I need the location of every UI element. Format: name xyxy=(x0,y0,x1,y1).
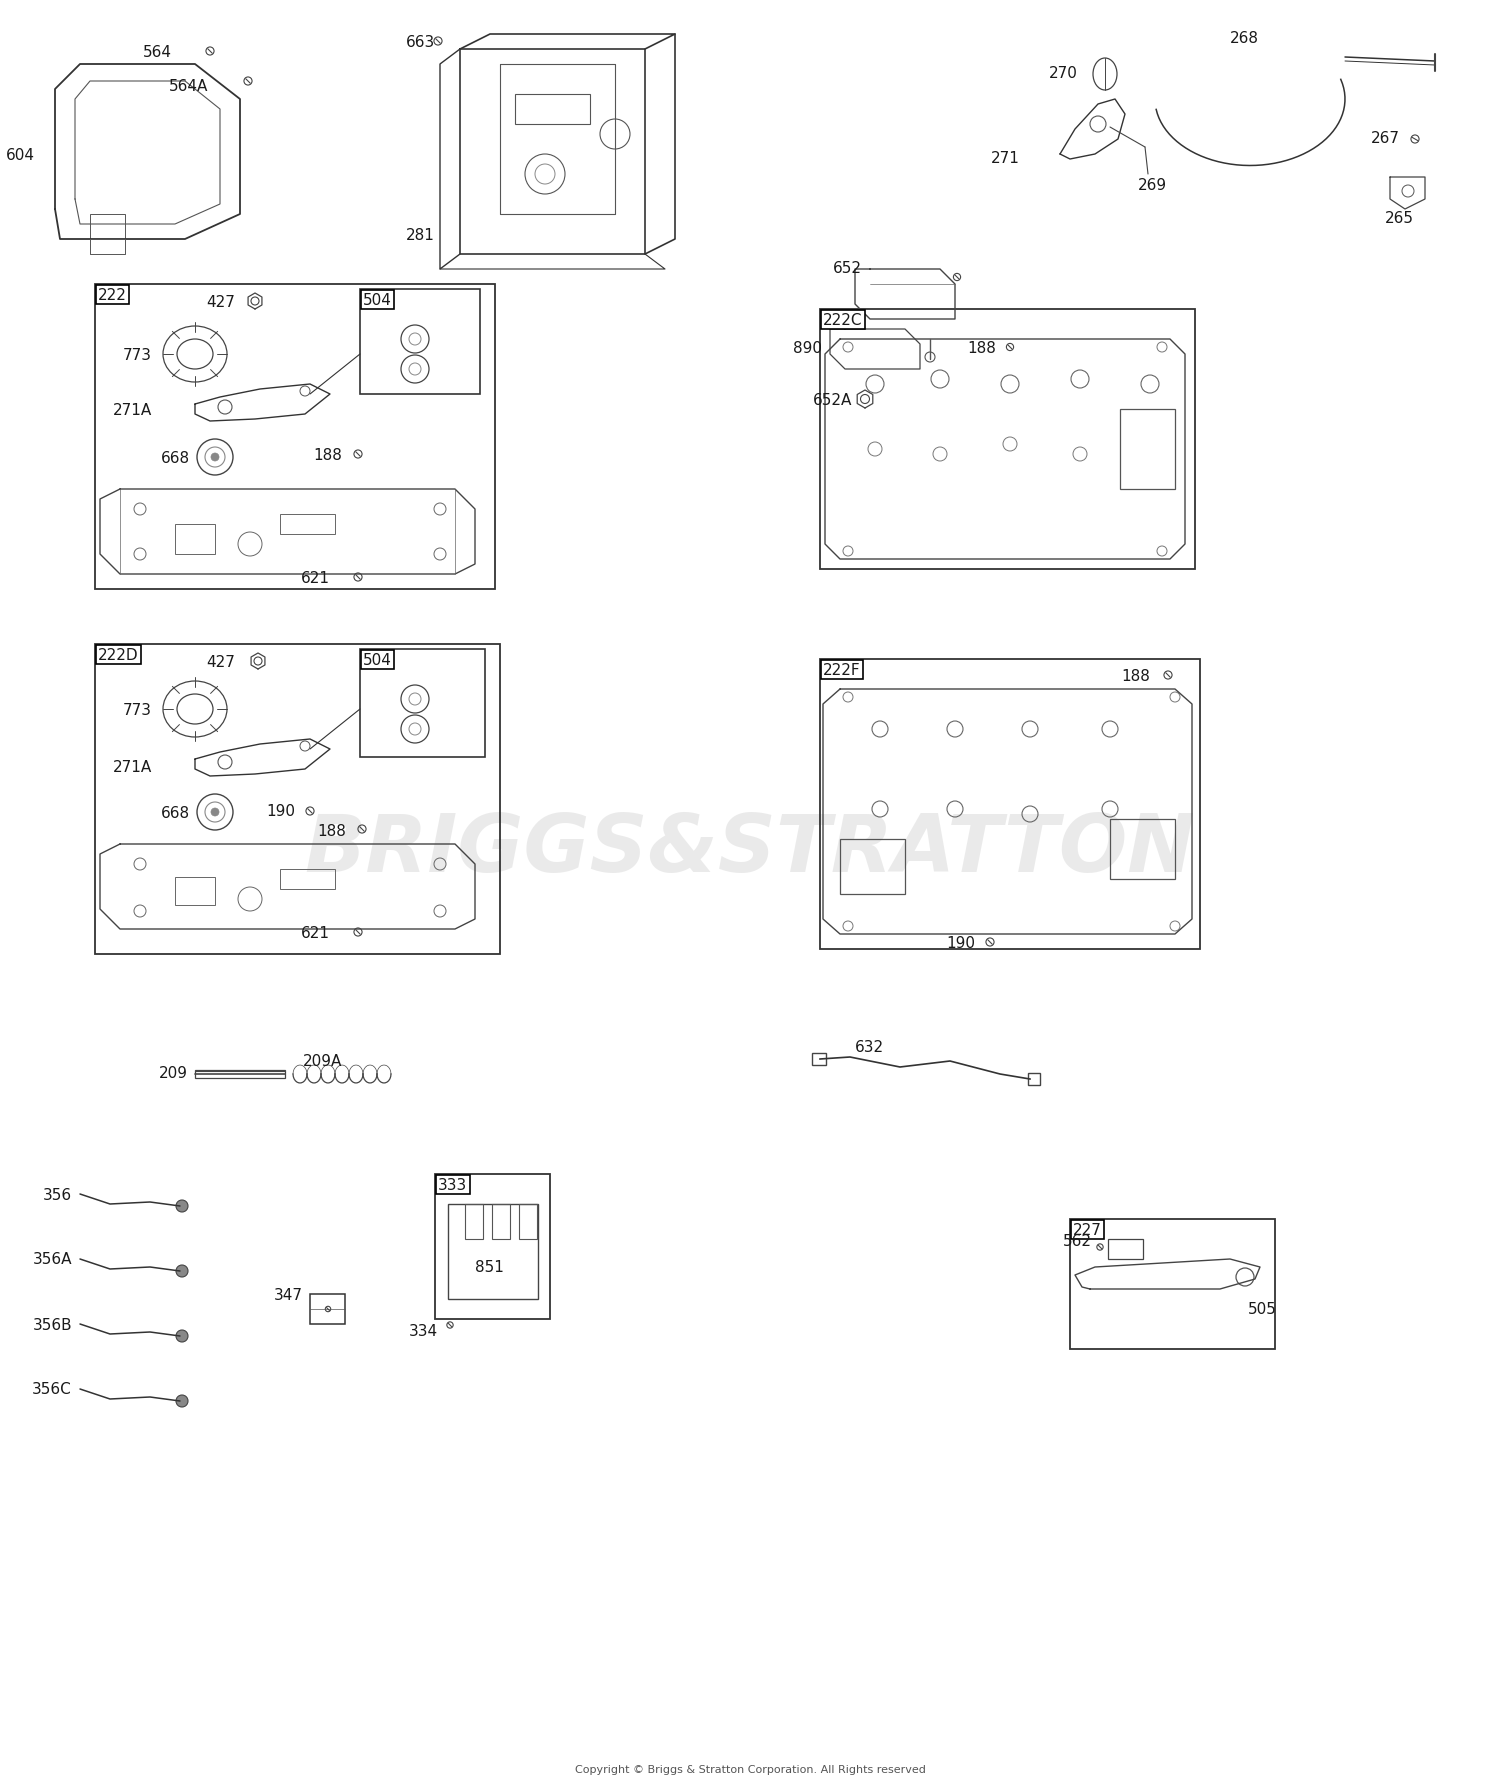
Text: 773: 773 xyxy=(123,347,152,363)
Text: 427: 427 xyxy=(206,295,236,309)
Text: 222C: 222C xyxy=(824,313,862,327)
Bar xyxy=(1070,1220,1275,1349)
Text: 663: 663 xyxy=(405,34,435,50)
Text: 267: 267 xyxy=(1371,131,1400,145)
Bar xyxy=(1110,819,1174,880)
Text: 356A: 356A xyxy=(33,1252,72,1267)
Bar xyxy=(1108,1240,1143,1259)
Text: 334: 334 xyxy=(410,1324,438,1338)
Text: BRIGGS&STRATTON: BRIGGS&STRATTON xyxy=(304,810,1196,889)
Text: 188: 188 xyxy=(316,825,346,839)
Bar xyxy=(280,869,334,889)
Text: 562: 562 xyxy=(1064,1234,1092,1249)
Bar xyxy=(519,1204,537,1240)
Bar xyxy=(821,660,1200,950)
Text: 773: 773 xyxy=(123,701,152,717)
Text: 621: 621 xyxy=(302,925,330,939)
Text: 652: 652 xyxy=(833,261,862,276)
Text: 209: 209 xyxy=(159,1064,188,1081)
Bar xyxy=(94,284,495,590)
Bar xyxy=(280,515,334,535)
Bar xyxy=(840,839,904,894)
Text: 271A: 271A xyxy=(112,760,152,775)
Text: 632: 632 xyxy=(855,1039,883,1056)
Bar xyxy=(514,95,590,125)
Bar xyxy=(90,215,124,240)
Circle shape xyxy=(211,809,219,816)
Bar xyxy=(821,309,1196,569)
Text: 356B: 356B xyxy=(33,1317,72,1331)
Text: Copyright © Briggs & Stratton Corporation. All Rights reserved: Copyright © Briggs & Stratton Corporatio… xyxy=(574,1764,926,1775)
Circle shape xyxy=(176,1265,188,1277)
Text: 271: 271 xyxy=(992,150,1020,165)
Text: 222: 222 xyxy=(98,288,128,302)
Circle shape xyxy=(176,1200,188,1213)
Text: 333: 333 xyxy=(438,1177,468,1191)
Circle shape xyxy=(176,1395,188,1408)
Bar xyxy=(360,649,484,757)
Text: 265: 265 xyxy=(1384,211,1414,225)
Text: 356C: 356C xyxy=(33,1381,72,1397)
Bar xyxy=(195,1070,285,1079)
Text: 504: 504 xyxy=(363,653,392,667)
Text: 347: 347 xyxy=(274,1286,303,1302)
Text: 668: 668 xyxy=(160,451,190,465)
Text: 190: 190 xyxy=(266,803,296,819)
Text: 851: 851 xyxy=(476,1259,504,1276)
Bar xyxy=(1120,410,1174,490)
Text: 270: 270 xyxy=(1048,66,1078,81)
Bar xyxy=(310,1293,345,1324)
Bar xyxy=(176,878,214,905)
Circle shape xyxy=(176,1331,188,1342)
Bar xyxy=(94,644,500,955)
Text: 222D: 222D xyxy=(98,648,138,662)
Bar xyxy=(1028,1073,1039,1086)
Text: 222F: 222F xyxy=(824,662,861,678)
Text: 227: 227 xyxy=(1072,1222,1102,1238)
Text: 427: 427 xyxy=(206,655,236,669)
Text: 604: 604 xyxy=(6,147,34,163)
Text: 190: 190 xyxy=(946,936,975,950)
Text: 269: 269 xyxy=(1138,177,1167,193)
Bar xyxy=(492,1204,510,1240)
Text: 271A: 271A xyxy=(112,403,152,417)
Text: 652A: 652A xyxy=(813,392,852,408)
Bar xyxy=(448,1204,538,1299)
Text: 188: 188 xyxy=(968,340,996,356)
Bar xyxy=(465,1204,483,1240)
Text: 505: 505 xyxy=(1248,1302,1276,1317)
Text: 564: 564 xyxy=(142,45,172,59)
Text: 356: 356 xyxy=(44,1186,72,1202)
Bar xyxy=(360,290,480,395)
Text: 209A: 209A xyxy=(303,1054,342,1068)
Bar xyxy=(176,524,214,555)
Bar xyxy=(812,1054,826,1066)
Text: 890: 890 xyxy=(794,340,822,356)
Text: 188: 188 xyxy=(1120,667,1150,683)
Text: 621: 621 xyxy=(302,571,330,585)
Text: 504: 504 xyxy=(363,293,392,308)
Text: 268: 268 xyxy=(1230,30,1258,45)
Text: 281: 281 xyxy=(406,227,435,242)
Text: 188: 188 xyxy=(314,447,342,462)
Text: 668: 668 xyxy=(160,805,190,819)
Text: 564A: 564A xyxy=(168,79,208,93)
Circle shape xyxy=(211,454,219,462)
Bar xyxy=(435,1174,550,1318)
